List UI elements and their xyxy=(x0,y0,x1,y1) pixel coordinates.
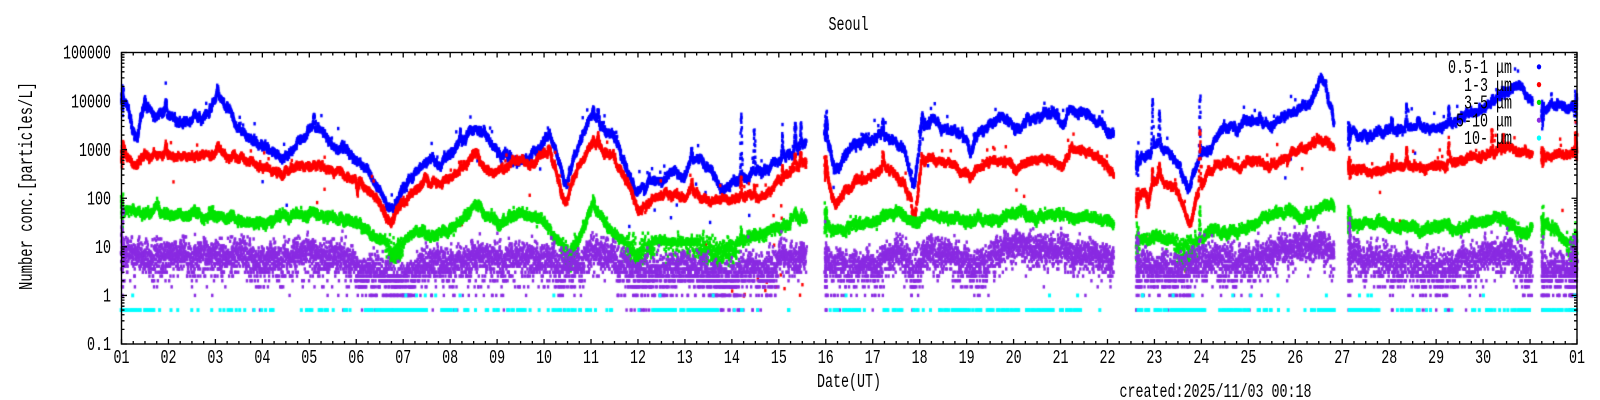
svg-text:26: 26 xyxy=(1287,347,1303,369)
svg-text:Seoul: Seoul xyxy=(829,14,869,36)
svg-text:19: 19 xyxy=(959,347,975,369)
svg-text:3-5 μm: 3-5 μm xyxy=(1464,93,1512,115)
svg-text:31: 31 xyxy=(1522,347,1538,369)
svg-text:12: 12 xyxy=(630,347,646,369)
svg-text:18: 18 xyxy=(912,347,928,369)
svg-text:created:2025/11/03 00:18: created:2025/11/03 00:18 xyxy=(1120,381,1312,400)
svg-text:15: 15 xyxy=(771,347,787,369)
svg-text:10- μm: 10- μm xyxy=(1464,128,1512,150)
svg-text:04: 04 xyxy=(254,347,270,369)
svg-text:09: 09 xyxy=(489,347,505,369)
svg-text:1-3 μm: 1-3 μm xyxy=(1464,75,1512,97)
svg-text:1000: 1000 xyxy=(79,140,111,162)
svg-text:02: 02 xyxy=(160,347,176,369)
svg-text:14: 14 xyxy=(724,347,740,369)
svg-text:13: 13 xyxy=(677,347,693,369)
svg-text:03: 03 xyxy=(207,347,223,369)
svg-text:23: 23 xyxy=(1146,347,1162,369)
svg-text:100: 100 xyxy=(87,188,111,210)
svg-text:24: 24 xyxy=(1193,347,1209,369)
svg-text:16: 16 xyxy=(818,347,834,369)
svg-text:10: 10 xyxy=(536,347,552,369)
svg-text:20: 20 xyxy=(1006,347,1022,369)
svg-text:5-10 μm: 5-10 μm xyxy=(1456,110,1512,132)
svg-text:01: 01 xyxy=(1569,347,1585,369)
svg-text:06: 06 xyxy=(348,347,364,369)
svg-text:21: 21 xyxy=(1053,347,1069,369)
svg-text:100000: 100000 xyxy=(63,43,111,65)
svg-text:22: 22 xyxy=(1099,347,1115,369)
svg-text:Date(UT): Date(UT) xyxy=(817,371,881,393)
svg-text:Number conc.[particles/L]: Number conc.[particles/L] xyxy=(16,82,38,290)
svg-text:17: 17 xyxy=(865,347,881,369)
svg-text:08: 08 xyxy=(442,347,458,369)
svg-text:10: 10 xyxy=(95,237,111,259)
svg-text:0.1: 0.1 xyxy=(87,334,111,356)
svg-text:10000: 10000 xyxy=(71,91,111,113)
svg-text:27: 27 xyxy=(1334,347,1350,369)
svg-text:25: 25 xyxy=(1240,347,1256,369)
svg-text:07: 07 xyxy=(395,347,411,369)
svg-text:11: 11 xyxy=(583,347,599,369)
svg-text:29: 29 xyxy=(1428,347,1444,369)
svg-text:0.5-1 μm: 0.5-1 μm xyxy=(1448,57,1512,79)
svg-text:01: 01 xyxy=(114,347,130,369)
svg-text:28: 28 xyxy=(1381,347,1397,369)
svg-text:30: 30 xyxy=(1475,347,1491,369)
svg-text:05: 05 xyxy=(301,347,317,369)
svg-text:1: 1 xyxy=(103,286,111,308)
